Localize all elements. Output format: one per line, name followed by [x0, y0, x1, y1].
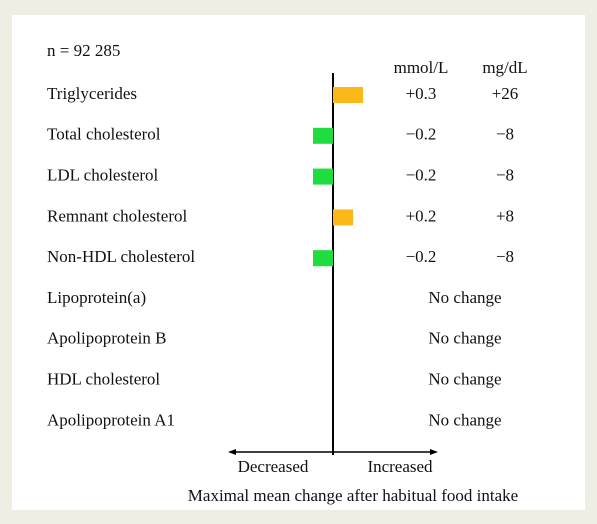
legend-label: mmol/L [394, 58, 449, 77]
bar [313, 250, 333, 267]
x-right-label: Increased [367, 457, 433, 476]
bar [333, 209, 353, 226]
value-label: −8 [496, 166, 514, 185]
category-label: Triglycerides [47, 84, 137, 103]
bar [313, 127, 333, 144]
no-change-label: No change [428, 288, 501, 307]
legend-label: mg/dL [482, 58, 527, 77]
value-label: −0.2 [406, 166, 437, 185]
value-label: −8 [496, 125, 514, 144]
bar [313, 168, 333, 185]
annotation: n = 92 285 [47, 41, 120, 60]
x-left-label: Decreased [238, 457, 309, 476]
x-axis-title: Maximal mean change after habitual food … [188, 486, 518, 505]
category-label: Remnant cholesterol [47, 206, 187, 225]
category-label: HDL cholesterol [47, 370, 160, 389]
value-label: +0.2 [406, 206, 437, 225]
value-label: +26 [492, 84, 519, 103]
value-label: +8 [496, 206, 514, 225]
value-label: −0.2 [406, 247, 437, 266]
arrow-left [228, 449, 236, 455]
category-label: Lipoprotein(a) [47, 288, 146, 307]
value-label: −0.2 [406, 125, 437, 144]
value-label: −8 [496, 247, 514, 266]
no-change-label: No change [428, 410, 501, 429]
no-change-label: No change [428, 329, 501, 348]
no-change-label: No change [428, 370, 501, 389]
value-label: +0.3 [406, 84, 437, 103]
category-label: LDL cholesterol [47, 166, 159, 185]
panel [12, 15, 585, 510]
category-label: Total cholesterol [47, 125, 161, 144]
category-label: Apolipoprotein A1 [47, 410, 175, 429]
arrow-right [430, 449, 438, 455]
category-label: Non-HDL cholesterol [47, 247, 195, 266]
bar [333, 87, 363, 103]
category-label: Apolipoprotein B [47, 329, 166, 348]
